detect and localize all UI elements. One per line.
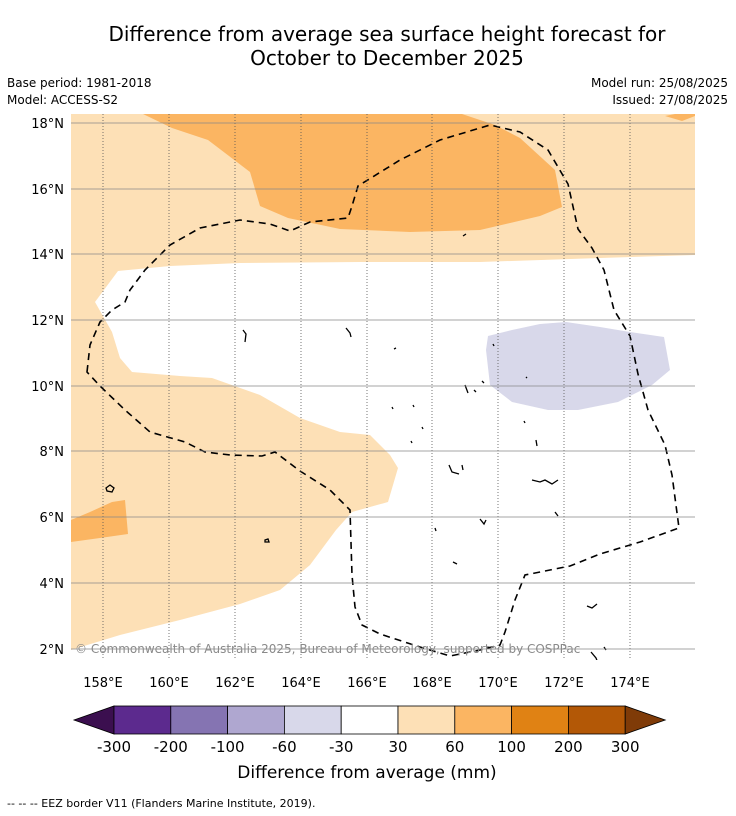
- lon-tick-158e: 158°E: [83, 676, 123, 691]
- colorbar-tick-label: 200: [554, 738, 583, 756]
- model-name: Model: ACCESS-S2: [7, 93, 119, 107]
- colorbar-tick-label: -60: [272, 738, 297, 756]
- issued-date: Issued: 27/08/2025: [612, 93, 728, 107]
- lat-tick-10n: 10°N: [31, 380, 64, 395]
- island-outlines: [105, 233, 607, 660]
- lat-tick-18n: 18°N: [31, 117, 64, 132]
- contour-neg30-neg60: [486, 322, 670, 410]
- lon-tick-160e: 160°E: [149, 676, 189, 691]
- lon-tick-168e: 168°E: [412, 676, 452, 691]
- plot-area: © Commonwealth of Australia 2025, Bureau…: [71, 114, 695, 660]
- lon-tick-labels: 158°E 160°E 162°E 164°E 166°E 168°E 170°…: [83, 676, 650, 691]
- colorbar-tick-label: 100: [497, 738, 526, 756]
- title-line-1: Difference from average sea surface heig…: [108, 22, 666, 46]
- map-title: Difference from average sea surface heig…: [0, 22, 736, 70]
- colorbar-extend-low: [72, 705, 115, 735]
- lon-tick-174e: 174°E: [610, 676, 650, 691]
- colorbar-segment: [568, 705, 626, 735]
- colorbar-segment: [170, 705, 229, 735]
- contour-60-100-north: [143, 114, 562, 232]
- colorbar-tick-label: 30: [388, 738, 407, 756]
- lat-tick-2n: 2°N: [40, 643, 65, 658]
- colorbar-segment: [454, 705, 512, 735]
- colorbar-extend-high: [624, 705, 667, 735]
- model-run: Model run: 25/08/2025: [590, 76, 728, 90]
- colorbar-segment: [397, 705, 456, 735]
- colorbar-segment: [113, 705, 172, 735]
- contour-30-60-north: [71, 114, 695, 650]
- lon-tick-166e: 166°E: [347, 676, 387, 691]
- lat-tick-4n: 4°N: [40, 577, 65, 592]
- copyright-notice: © Commonwealth of Australia 2025, Bureau…: [75, 642, 580, 656]
- colorbar-segment: [340, 705, 399, 735]
- colorbar-segment: [283, 705, 342, 735]
- lat-tick-16n: 16°N: [31, 183, 64, 198]
- colorbar: -300 -200 -100 -60 -30 30 60 100 200 300: [72, 705, 667, 756]
- lon-tick-164e: 164°E: [281, 676, 321, 691]
- lon-tick-170e: 170°E: [478, 676, 518, 691]
- lat-tick-labels: 18°N 16°N 14°N 12°N 10°N 8°N 6°N 4°N 2°N: [31, 117, 64, 658]
- colorbar-tick-label: -200: [154, 738, 188, 756]
- lon-tick-162e: 162°E: [215, 676, 255, 691]
- colorbar-tick-label: 60: [445, 738, 464, 756]
- colorbar-segment: [511, 705, 569, 735]
- graticule: [71, 114, 695, 660]
- eez-footnote: -- -- -- EEZ border V11 (Flanders Marine…: [7, 797, 316, 810]
- lat-tick-6n: 6°N: [40, 511, 65, 526]
- contour-60-100-west: [71, 500, 128, 542]
- colorbar-tick-label: -30: [329, 738, 354, 756]
- lon-tick-172e: 172°E: [544, 676, 584, 691]
- base-period: Base period: 1981-2018: [7, 76, 152, 90]
- lat-tick-14n: 14°N: [31, 248, 64, 263]
- map-figure: © Commonwealth of Australia 2025, Bureau…: [31, 114, 695, 783]
- contour-60-100-northeast: [665, 114, 695, 121]
- title-line-2: October to December 2025: [250, 46, 524, 70]
- lat-tick-12n: 12°N: [31, 314, 64, 329]
- colorbar-title: Difference from average (mm): [237, 763, 496, 783]
- colorbar-segment: [227, 705, 285, 735]
- eez-border: [86, 124, 680, 657]
- colorbar-tick-label: -300: [97, 738, 131, 756]
- colorbar-tick-label: -100: [211, 738, 245, 756]
- colorbar-tick-label: 300: [611, 738, 640, 756]
- lat-tick-8n: 8°N: [40, 445, 65, 460]
